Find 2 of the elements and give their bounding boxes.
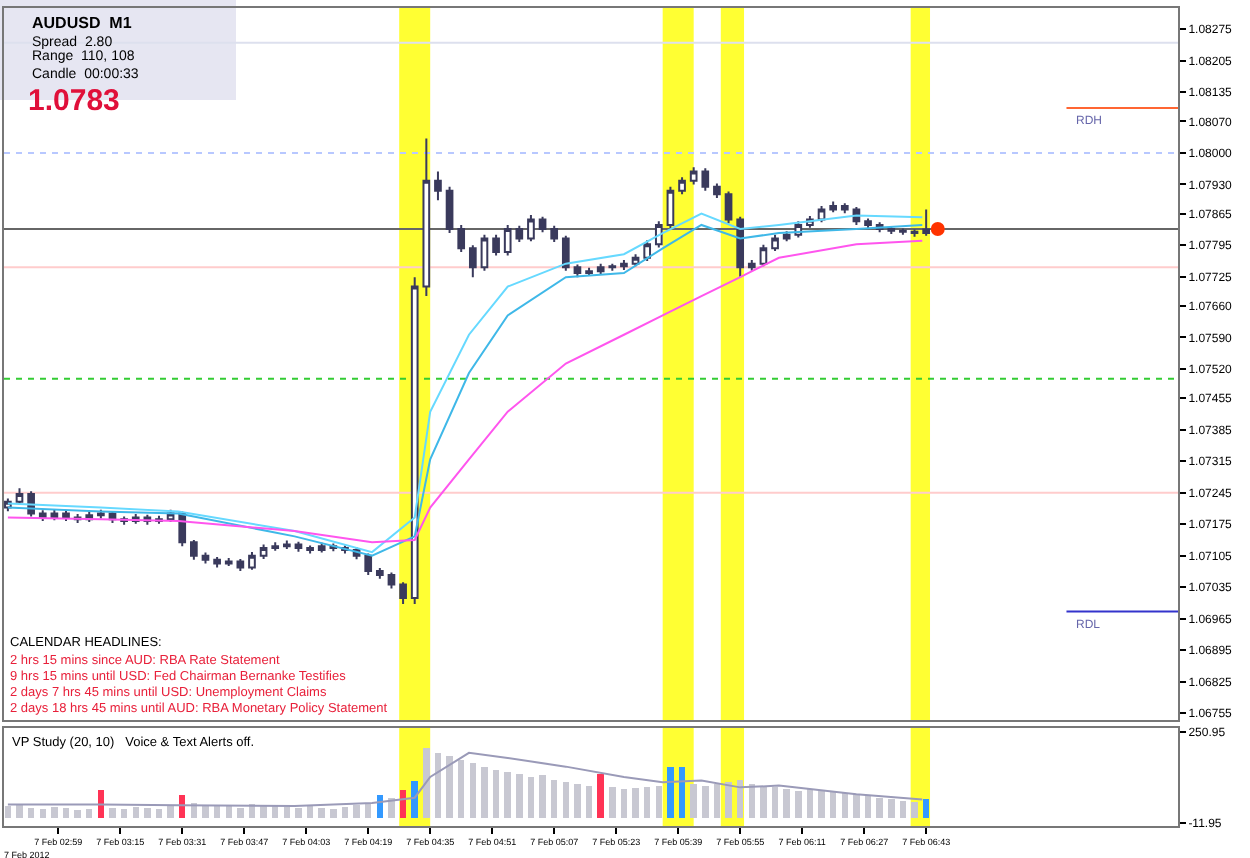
annotation: 1.0783 — [28, 84, 120, 118]
annotation: AUDUSD M1 — [32, 14, 133, 32]
